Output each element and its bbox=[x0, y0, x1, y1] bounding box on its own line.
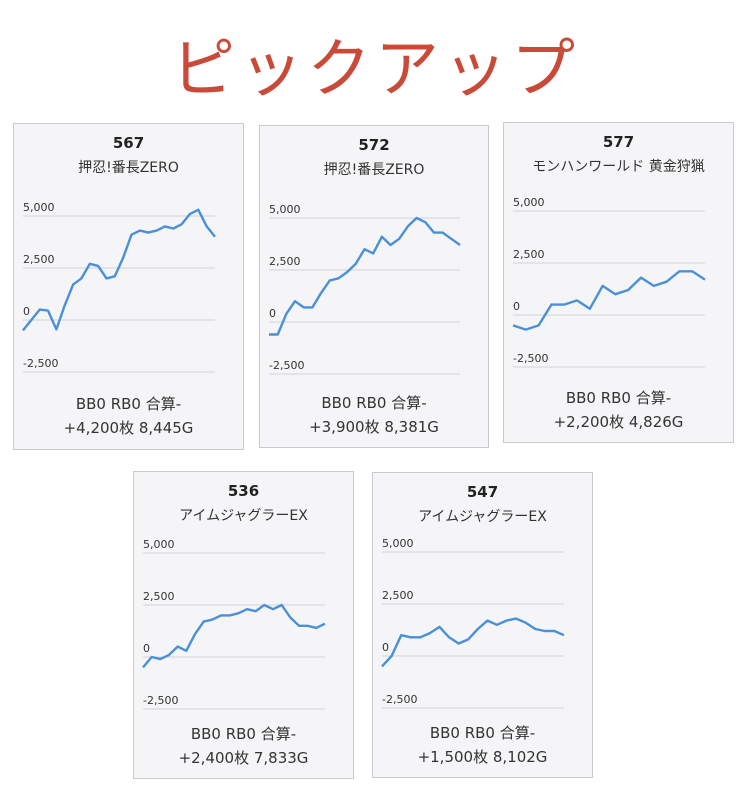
y-tick-label: 5,000 bbox=[143, 538, 175, 551]
y-tick-label: 2,500 bbox=[23, 253, 55, 266]
y-tick-label: 2,500 bbox=[513, 248, 545, 261]
machine-number: 577 bbox=[602, 133, 635, 151]
y-tick-label: 0 bbox=[269, 307, 276, 320]
series-line bbox=[142, 603, 326, 669]
series-line bbox=[381, 617, 565, 668]
summary-line-1: BB0 RB0 合算- bbox=[190, 725, 297, 743]
machine-name: 押忍!番長ZERO bbox=[78, 160, 179, 176]
line-chart: 5,000 2,500 0 -2,500 bbox=[22, 201, 216, 373]
chart-card-567: 567 押忍!番長ZERO 5,000 2,500 0 -2,500 BB0 RB0 … bbox=[13, 123, 244, 450]
machine-number: 547 bbox=[466, 483, 499, 501]
series-line bbox=[512, 270, 706, 331]
machine-number: 572 bbox=[358, 136, 390, 154]
summary-line-1: BB0 RB0 合算- bbox=[75, 395, 182, 413]
y-tick-label: 0 bbox=[382, 641, 389, 654]
machine-number: 567 bbox=[112, 134, 145, 152]
series-line bbox=[22, 208, 216, 332]
y-tick-label: 2,500 bbox=[143, 590, 175, 603]
chart-card-577: 577 モンハンワールド 黄金狩猟 5,000 2,500 0 -2,500 BB0 … bbox=[503, 122, 734, 443]
line-chart: 5,000 2,500 0 -2,500 bbox=[381, 537, 565, 709]
y-tick-label: 5,000 bbox=[23, 201, 55, 214]
y-tick-label: 0 bbox=[513, 300, 520, 313]
summary-line-2: +2,400枚 7,833G bbox=[178, 749, 309, 767]
summary: BB0 RB0 合算- +4,200枚 8,445G bbox=[14, 392, 243, 440]
summary: BB0 RB0 合算- +3,900枚 8,381G bbox=[260, 391, 488, 439]
y-tick-label: 2,500 bbox=[269, 255, 301, 268]
summary: BB0 RB0 合算- +2,200枚 4,826G bbox=[504, 386, 733, 434]
summary-line-1: BB0 RB0 合算- bbox=[565, 389, 672, 407]
summary-line-2: +1,500枚 8,102G bbox=[417, 748, 548, 766]
machine-name: アイムジャグラーEX bbox=[179, 508, 308, 524]
y-tick-label: -2,500 bbox=[143, 694, 178, 707]
machine-name: モンハンワールド 黄金狩猟 bbox=[532, 159, 705, 175]
y-tick-label: 2,500 bbox=[382, 589, 414, 602]
summary: BB0 RB0 合算- +1,500枚 8,102G bbox=[373, 721, 592, 769]
summary-line-1: BB0 RB0 合算- bbox=[321, 394, 427, 412]
machine-name: アイムジャグラーEX bbox=[418, 509, 547, 525]
y-tick-label: -2,500 bbox=[269, 359, 304, 372]
y-tick-label: 5,000 bbox=[382, 537, 414, 550]
page-heading: ピックアップ bbox=[171, 33, 579, 107]
series-line bbox=[269, 216, 461, 336]
summary-line-1: BB0 RB0 合算- bbox=[429, 724, 536, 742]
y-tick-label: 5,000 bbox=[513, 196, 545, 209]
machine-name: 押忍!番長ZERO bbox=[323, 162, 425, 178]
summary-line-2: +4,200枚 8,445G bbox=[63, 419, 194, 437]
y-tick-label: 0 bbox=[23, 305, 30, 318]
chart-card-536: 536 アイムジャグラーEX 5,000 2,500 0 -2,500 BB0 RB0… bbox=[133, 471, 354, 779]
y-tick-label: -2,500 bbox=[23, 357, 58, 370]
y-tick-label: -2,500 bbox=[382, 693, 417, 706]
machine-number: 536 bbox=[227, 482, 260, 500]
summary: BB0 RB0 合算- +2,400枚 7,833G bbox=[134, 722, 353, 770]
chart-card-547: 547 アイムジャグラーEX 5,000 2,500 0 -2,500 BB0 RB0… bbox=[372, 472, 593, 778]
summary-line-2: +2,200枚 4,826G bbox=[553, 413, 684, 431]
summary-line-2: +3,900枚 8,381G bbox=[309, 418, 439, 436]
line-chart: 5,000 2,500 0 -2,500 bbox=[512, 196, 706, 368]
chart-card-572: 572 押忍!番長ZERO 5,000 2,500 0 -2,500 BB0 RB0 … bbox=[259, 125, 489, 448]
y-tick-label: 5,000 bbox=[269, 203, 301, 216]
line-chart: 5,000 2,500 0 -2,500 bbox=[269, 203, 461, 375]
y-tick-label: 0 bbox=[143, 642, 150, 655]
y-tick-label: -2,500 bbox=[513, 352, 548, 365]
line-chart: 5,000 2,500 0 -2,500 bbox=[142, 538, 326, 710]
